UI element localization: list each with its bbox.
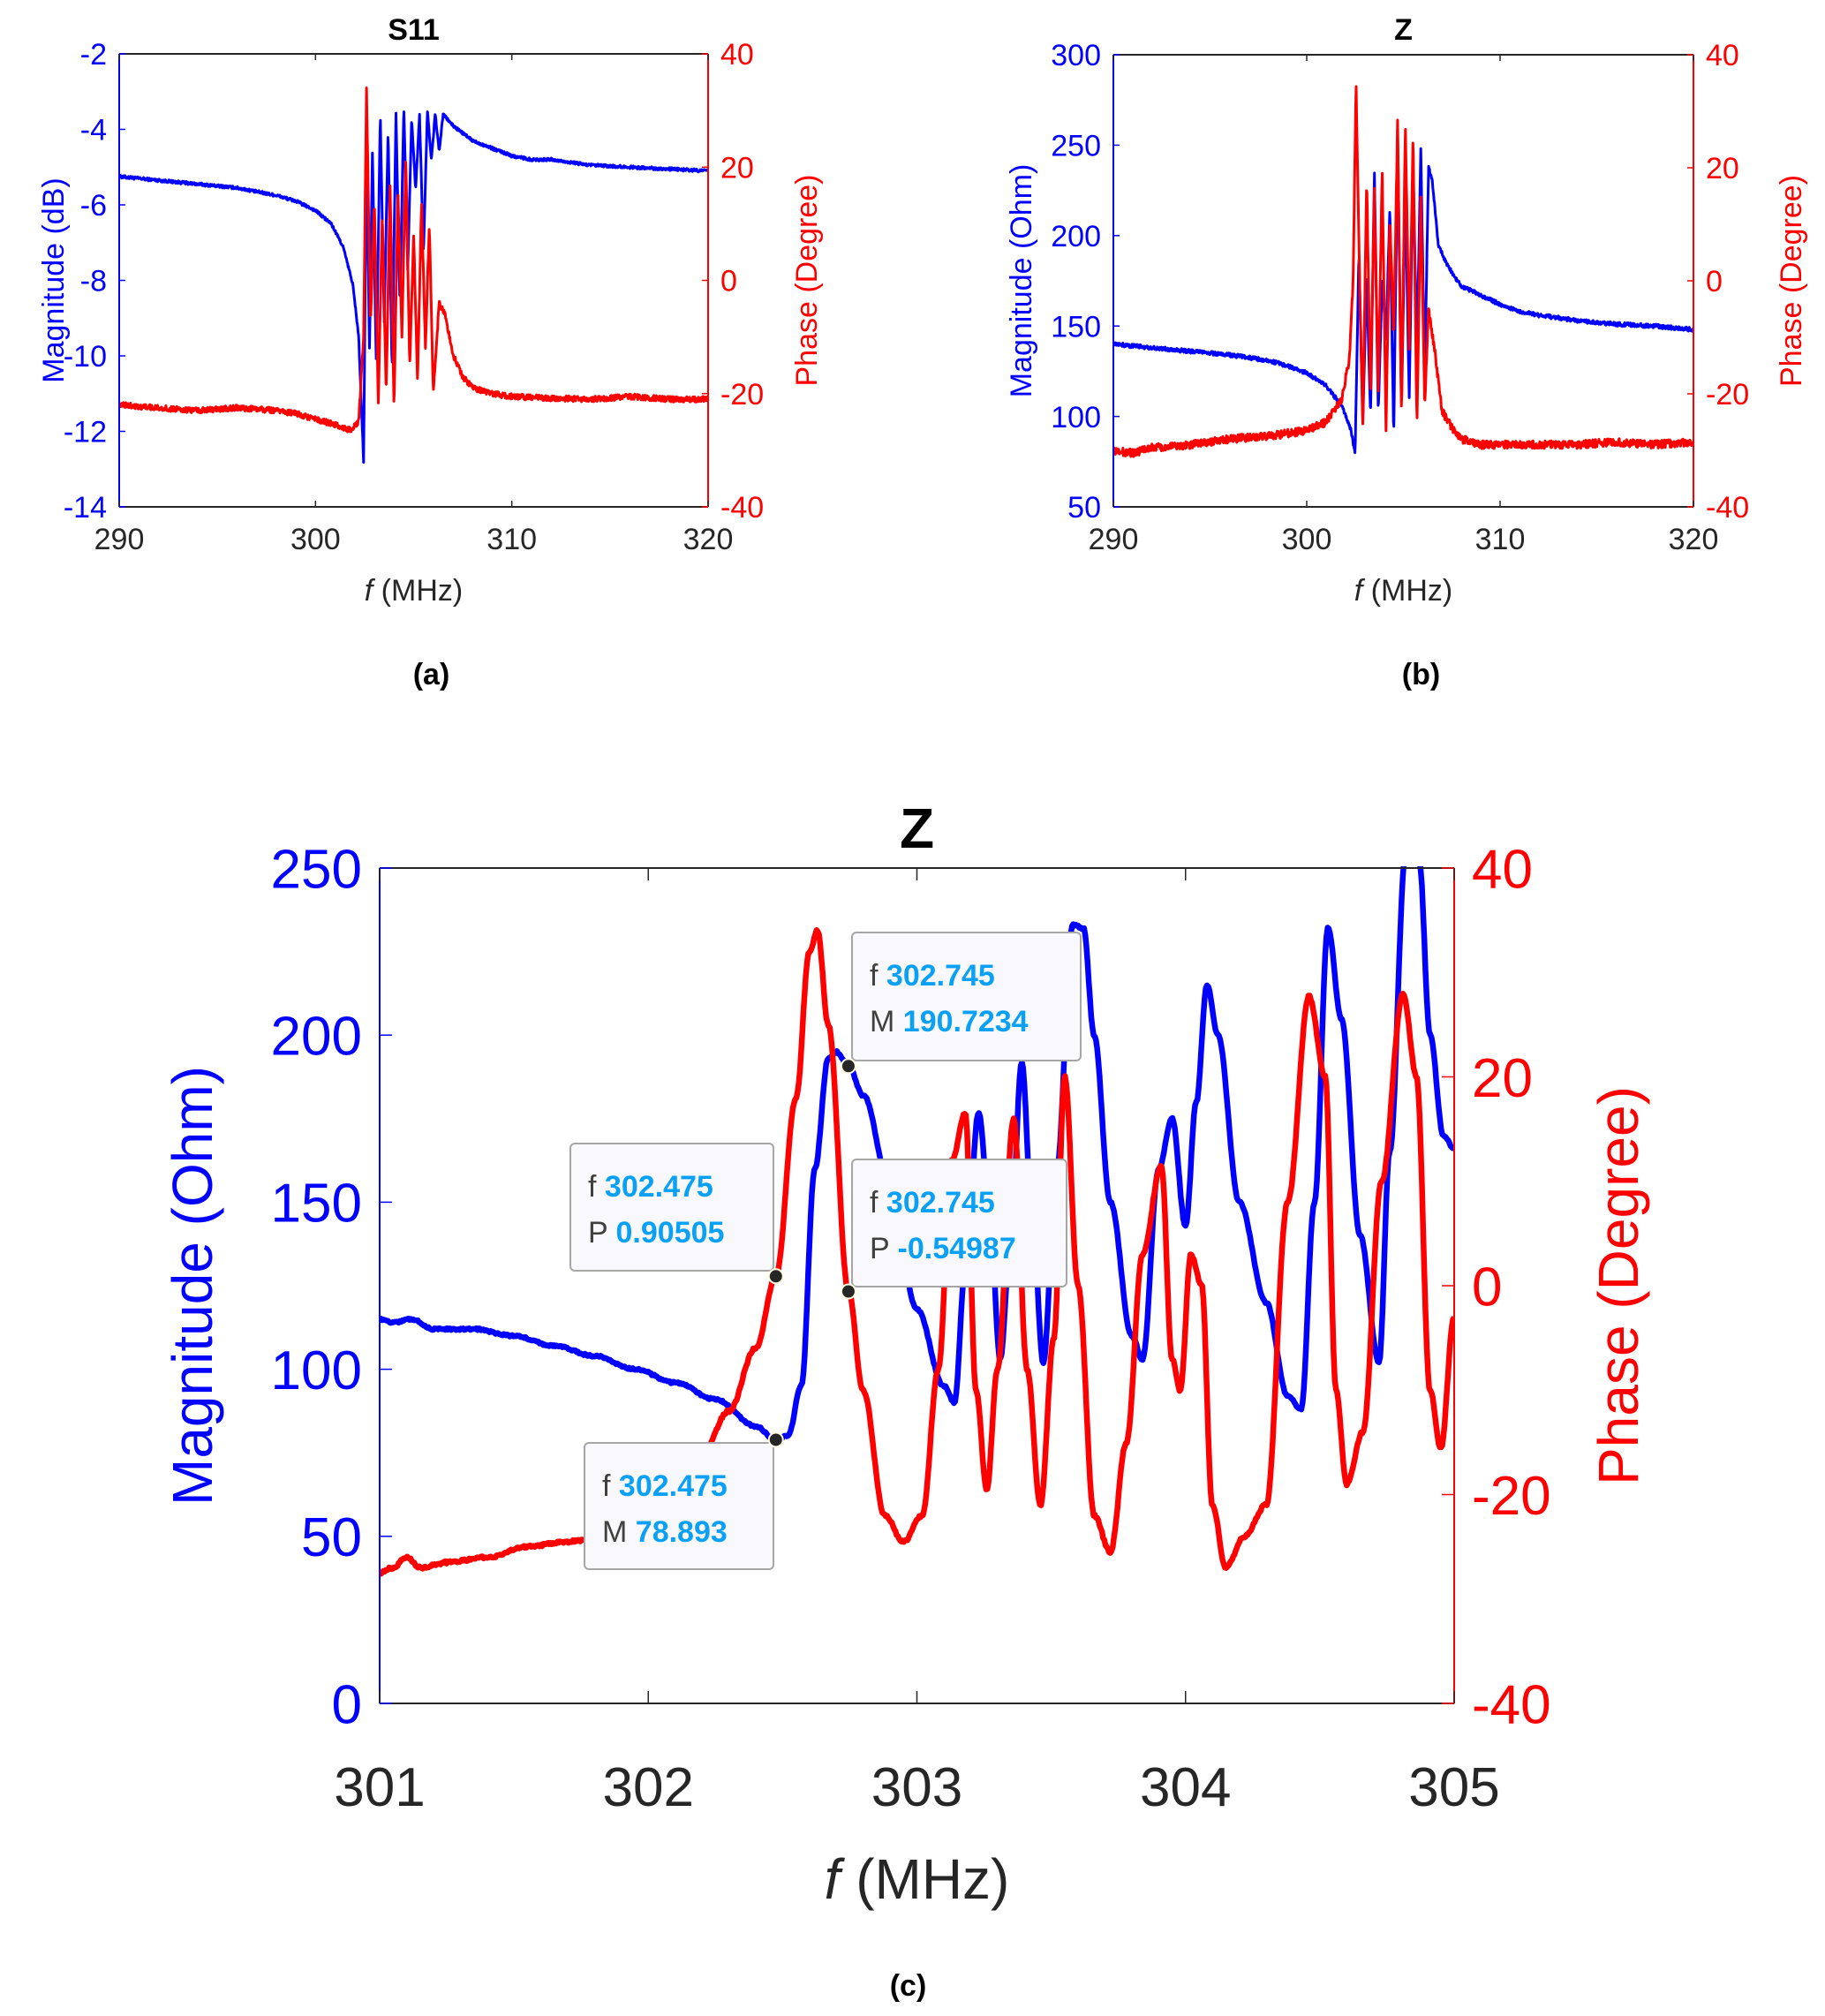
x-tick-label: 290 bbox=[1089, 523, 1139, 556]
series-line-phase bbox=[1113, 85, 1693, 458]
datatip-frequency: f 302.745 bbox=[870, 1186, 995, 1219]
y-tick-label-left: -14 bbox=[64, 491, 107, 525]
y-tick-label-left: 100 bbox=[1051, 401, 1101, 434]
x-tick-label: 300 bbox=[1282, 523, 1332, 556]
series-line-phase bbox=[380, 926, 1454, 1577]
chart-title: S11 bbox=[388, 13, 440, 47]
x-tick-label: 303 bbox=[871, 1757, 962, 1818]
y-axis-label-left: Magnitude (Ohm) bbox=[161, 1066, 224, 1506]
datatip[interactable]: f 302.475 M 78.893 bbox=[584, 1431, 784, 1570]
datatip-marker[interactable] bbox=[767, 1268, 784, 1285]
datatip-marker[interactable] bbox=[840, 1283, 856, 1300]
datatip-box bbox=[851, 1159, 1067, 1287]
x-tick-label: 290 bbox=[94, 523, 145, 556]
y-tick-label-left: 250 bbox=[1051, 130, 1101, 163]
x-tick-label: 300 bbox=[290, 523, 341, 556]
y-tick-label-right: 20 bbox=[720, 151, 754, 185]
y-tick-label-left: -10 bbox=[64, 340, 107, 374]
chart-z-wide: Z 290 300 310 320 50 100 150 200 250 300 -40 -20 0 20 4… bbox=[1005, 13, 1808, 691]
datatip[interactable]: f 302.745 P -0.54987 bbox=[840, 1159, 1067, 1300]
datatip[interactable]: f 302.745 M 190.7234 bbox=[840, 932, 1082, 1075]
x-tick-label: 304 bbox=[1140, 1757, 1231, 1818]
panel-label: (a) bbox=[413, 658, 450, 691]
datatip-frequency: f 302.475 bbox=[602, 1469, 728, 1503]
y-tick-label-left: -12 bbox=[64, 416, 107, 449]
y-tick-label-left: -8 bbox=[80, 265, 107, 298]
datatip-value: M 190.7234 bbox=[870, 1005, 1029, 1038]
y-axis-label-left: Magnitude (Ohm) bbox=[1005, 164, 1038, 398]
y-tick-label-left: 100 bbox=[271, 1340, 362, 1401]
y-tick-label-right: -20 bbox=[1706, 378, 1749, 412]
chart-s11: S11 290 300 310 320 -14 -12 -10 -8 -6 -4 -2 -40 -20 0 2… bbox=[37, 13, 824, 691]
x-tick-label: 302 bbox=[603, 1757, 694, 1818]
datatip-value: P 0.90505 bbox=[588, 1216, 724, 1250]
x-axis-label: f (MHz) bbox=[365, 574, 463, 608]
series-line-phase bbox=[119, 87, 708, 434]
y-tick-label-right: 40 bbox=[720, 38, 754, 72]
panel-label: (c) bbox=[890, 1969, 927, 2003]
x-axis-label: f (MHz) bbox=[825, 1847, 1010, 1911]
x-axis-label: f (MHz) bbox=[1354, 574, 1452, 608]
datatip-box bbox=[569, 1143, 774, 1272]
y-tick-label-left: -4 bbox=[80, 114, 107, 147]
y-tick-label-left: 150 bbox=[271, 1174, 362, 1235]
x-tick-label: 310 bbox=[1475, 523, 1526, 556]
y-tick-label-left: 300 bbox=[1051, 39, 1101, 72]
series-line-magnitude bbox=[119, 110, 708, 464]
y-tick-label-right: 0 bbox=[1472, 1257, 1502, 1318]
y-axis-label-right: Phase (Degree) bbox=[790, 174, 824, 386]
x-tick-label: 320 bbox=[1669, 523, 1719, 556]
chart-z-zoom: Z 301 302 303 304 305 0 50 100 150 200 250 -40 -20 0 20… bbox=[161, 797, 1650, 2003]
datatip-box bbox=[851, 932, 1082, 1061]
y-axis-label-right: Phase (Degree) bbox=[1587, 1086, 1650, 1485]
x-tick-label: 310 bbox=[486, 523, 537, 556]
chart-title: Z bbox=[1394, 13, 1413, 47]
y-tick-label-right: -20 bbox=[720, 378, 764, 412]
y-tick-label-left: 0 bbox=[332, 1674, 362, 1735]
y-tick-label-right: 0 bbox=[1706, 265, 1723, 298]
datatip-value: M 78.893 bbox=[602, 1515, 728, 1549]
y-tick-label-left: 50 bbox=[301, 1507, 362, 1568]
y-axis-label-left: Magnitude (dB) bbox=[37, 177, 71, 382]
y-tick-label-left: 200 bbox=[1051, 220, 1101, 253]
y-tick-label-right: -20 bbox=[1472, 1466, 1551, 1527]
datatip-frequency: f 302.475 bbox=[588, 1170, 713, 1204]
y-tick-label-left: 200 bbox=[271, 1007, 362, 1068]
x-tick-label: 320 bbox=[683, 523, 734, 556]
x-tick-label: 305 bbox=[1408, 1757, 1499, 1818]
datatip[interactable]: f 302.475 P 0.90505 bbox=[569, 1143, 784, 1285]
y-tick-label-right: 0 bbox=[720, 265, 737, 298]
datatip-value: P -0.54987 bbox=[870, 1232, 1016, 1265]
chart-title: Z bbox=[900, 797, 934, 860]
y-axis-label-right: Phase (Degree) bbox=[1775, 175, 1808, 387]
x-tick-label: 301 bbox=[334, 1757, 425, 1818]
y-tick-label-right: 20 bbox=[1472, 1048, 1533, 1109]
datatip-marker[interactable] bbox=[840, 1058, 856, 1075]
y-tick-label-left: 50 bbox=[1067, 491, 1101, 525]
y-tick-label-left: -2 bbox=[80, 38, 107, 72]
y-tick-label-left: 150 bbox=[1051, 310, 1101, 344]
y-tick-label-right: -40 bbox=[720, 491, 764, 525]
panel-label: (b) bbox=[1402, 658, 1440, 691]
datatip-marker[interactable] bbox=[767, 1431, 784, 1448]
y-tick-label-right: -40 bbox=[1472, 1674, 1551, 1735]
datatip-box bbox=[584, 1442, 774, 1570]
y-tick-label-right: 40 bbox=[1706, 39, 1739, 72]
y-tick-label-right: 20 bbox=[1706, 152, 1739, 185]
y-tick-label-left: -6 bbox=[80, 189, 107, 223]
y-tick-label-right: 40 bbox=[1472, 839, 1533, 900]
datatip-frequency: f 302.745 bbox=[870, 959, 995, 993]
y-tick-label-right: -40 bbox=[1706, 491, 1749, 525]
y-tick-label-left: 250 bbox=[271, 839, 362, 900]
